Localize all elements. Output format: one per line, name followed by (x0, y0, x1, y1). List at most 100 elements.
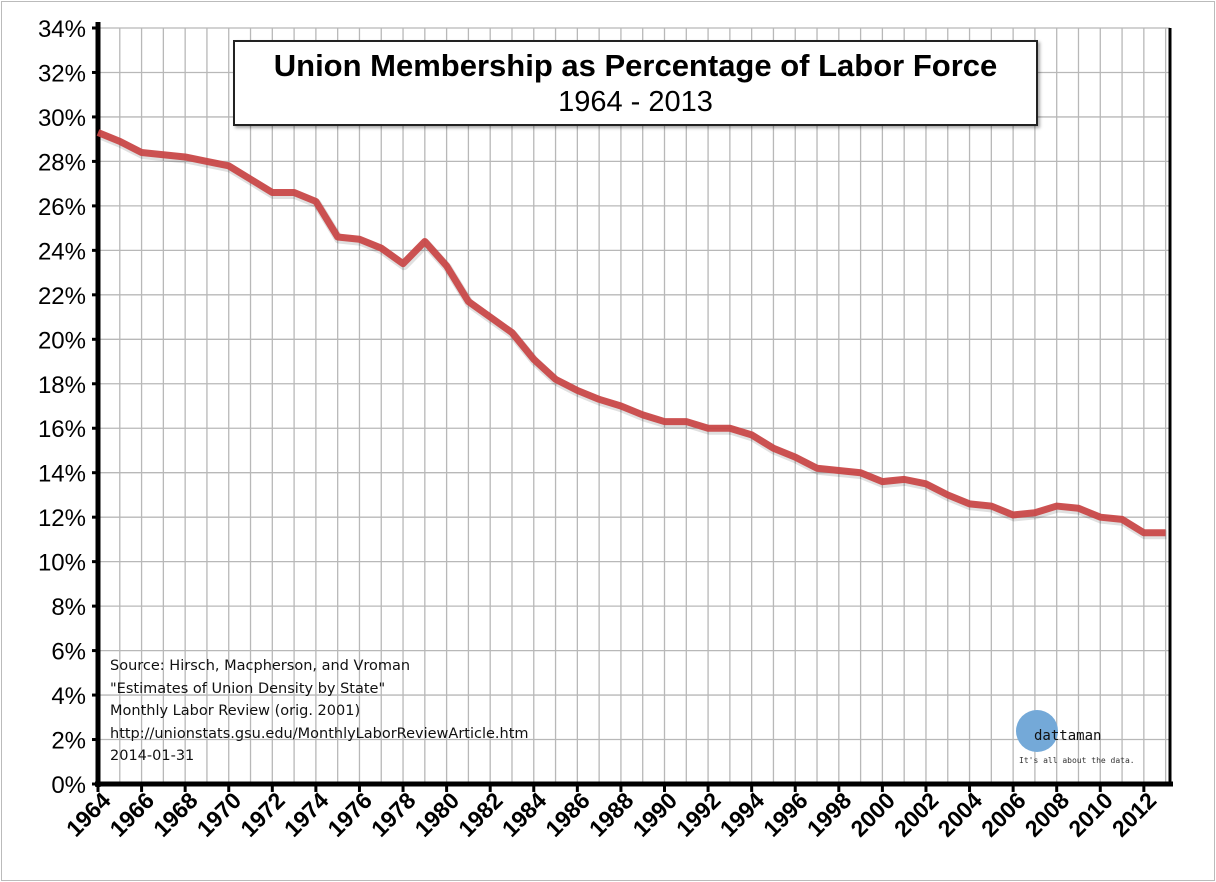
source-annotation: Source: Hirsch, Macpherson, and Vroman "… (110, 655, 529, 768)
x-tick-label: 1978 (366, 787, 421, 842)
x-tick-label: 1980 (410, 787, 465, 842)
y-tick-label: 20% (38, 327, 86, 354)
data-point (1162, 529, 1169, 536)
data-point (944, 491, 951, 498)
x-tick-label: 1986 (540, 787, 595, 842)
data-point (203, 158, 210, 165)
y-tick-label: 12% (38, 505, 86, 532)
x-tick-label: 2000 (845, 787, 900, 842)
data-point (966, 500, 973, 507)
data-point (596, 396, 603, 403)
source-line: Source: Hirsch, Macpherson, and Vroman (110, 658, 411, 674)
chart-subtitle: 1964 - 2013 (558, 86, 713, 118)
data-point (269, 189, 276, 196)
data-point (988, 503, 995, 510)
x-tick-label: 2008 (1020, 787, 1075, 842)
y-tick-label: 0% (51, 772, 86, 799)
x-tick-label: 1970 (192, 787, 247, 842)
logo-circle (1016, 710, 1058, 752)
data-point (835, 467, 842, 474)
data-point (465, 298, 472, 305)
y-tick-label: 24% (38, 238, 86, 265)
x-tick-label: 1966 (105, 787, 160, 842)
logo-tagline: It's all about the data. (1019, 756, 1135, 765)
y-tick-label: 30% (38, 105, 86, 132)
data-point (683, 418, 690, 425)
x-tick-label: 1992 (671, 787, 726, 842)
x-tick-label: 1984 (497, 787, 552, 842)
logo-name: dattaman (1034, 728, 1102, 744)
data-point (378, 245, 385, 252)
data-point (574, 387, 581, 394)
data-point (356, 236, 363, 243)
data-point (1010, 511, 1017, 518)
data-point (705, 425, 712, 432)
y-tick-label: 2% (51, 728, 86, 755)
y-tick-label: 22% (38, 283, 86, 310)
x-tick-label: 1974 (279, 787, 334, 842)
series-line-shadow (97, 130, 1167, 540)
data-point (508, 329, 515, 336)
dattaman-logo: dattaman It's all about the data. (1012, 710, 1172, 770)
x-tick-label: 1998 (802, 787, 857, 842)
source-line: http://unionstats.gsu.edu/MonthlyLaborRe… (110, 725, 529, 742)
x-tick-label: 1994 (715, 787, 770, 842)
data-point (792, 454, 799, 461)
data-point (726, 425, 733, 432)
data-point (1097, 514, 1104, 521)
y-tick-label: 34% (38, 16, 86, 43)
x-tick-label: 1988 (584, 787, 639, 842)
x-tick-label: 1968 (148, 787, 203, 842)
data-point (138, 149, 145, 156)
data-point (552, 376, 559, 383)
chart-title: Union Membership as Percentage of Labor … (273, 48, 998, 83)
data-point (400, 260, 407, 267)
data-point (160, 151, 167, 158)
y-tick-label: 14% (38, 461, 86, 488)
data-point (1031, 509, 1038, 516)
x-tick-label: 2002 (889, 787, 944, 842)
data-point (312, 198, 319, 205)
y-tick-label: 4% (51, 683, 86, 710)
data-point (225, 162, 232, 169)
data-point (116, 138, 123, 145)
source-line: Monthly Labor Review (orig. 2001) (110, 703, 361, 719)
x-tick-label: 2004 (933, 787, 988, 842)
data-point (334, 234, 341, 241)
data-point (617, 403, 624, 410)
data-point (182, 153, 189, 160)
data-point (1053, 503, 1060, 510)
source-line: 2014-01-31 (110, 748, 195, 764)
data-point (421, 238, 428, 245)
data-point (661, 418, 668, 425)
x-tick-label: 2006 (976, 787, 1031, 842)
data-point (814, 465, 821, 472)
x-tick-label: 1996 (758, 787, 813, 842)
data-point (901, 476, 908, 483)
x-tick-label: 2012 (1107, 787, 1162, 842)
data-point (639, 411, 646, 418)
data-point (247, 176, 254, 183)
data-point (95, 129, 102, 136)
y-tick-label: 32% (38, 60, 86, 87)
x-tick-label: 2010 (1063, 787, 1118, 842)
y-tick-label: 26% (38, 194, 86, 221)
data-point (857, 469, 864, 476)
x-tick-label: 1982 (453, 787, 508, 842)
data-point (443, 262, 450, 269)
y-tick-label: 10% (38, 550, 86, 577)
data-point (1075, 505, 1082, 512)
data-point (530, 356, 537, 363)
y-tick-label: 28% (38, 149, 86, 176)
y-tick-label: 6% (51, 639, 86, 666)
data-point (1119, 516, 1126, 523)
y-tick-label: 8% (51, 594, 86, 621)
series-line (96, 129, 1166, 537)
y-tick-label: 18% (38, 372, 86, 399)
x-tick-label: 1990 (627, 787, 682, 842)
x-tick-label: 1976 (322, 787, 377, 842)
data-point (748, 431, 755, 438)
data-point (770, 445, 777, 452)
